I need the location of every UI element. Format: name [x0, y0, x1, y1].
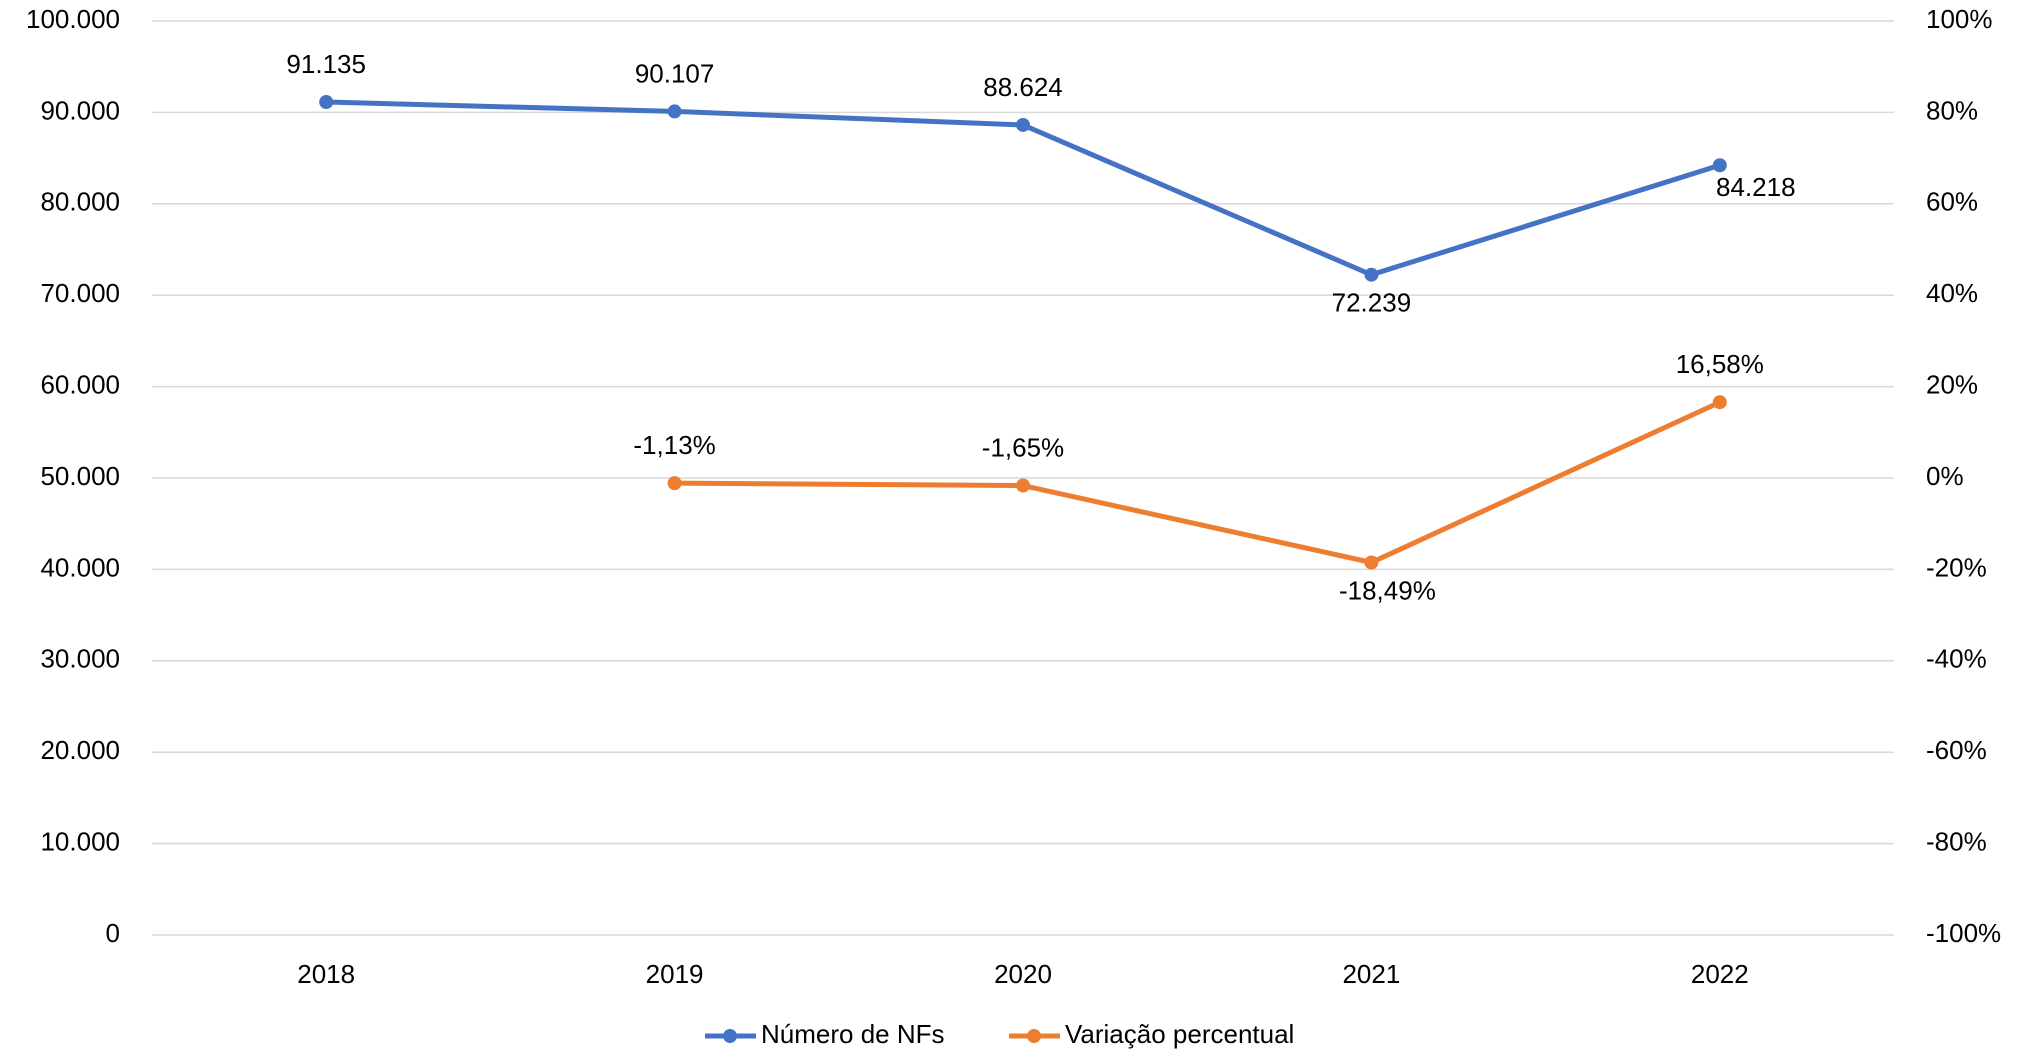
data-label: 16,58% [1676, 349, 1764, 379]
y2-tick-label: 60% [1926, 187, 1978, 217]
y-tick-label: 40.000 [40, 552, 120, 582]
x-tick-label: 2021 [1342, 959, 1400, 989]
y2-tick-label: -80% [1926, 826, 1987, 856]
data-point [1016, 117, 1030, 132]
y2-tick-label: -100% [1926, 918, 2001, 948]
data-label: 88.624 [983, 72, 1063, 102]
data-point [1364, 555, 1379, 570]
y2-tick-label: 20% [1926, 369, 1978, 399]
x-tick-label: 2019 [646, 959, 704, 989]
data-point [1712, 158, 1727, 173]
y-tick-label: 60.000 [40, 369, 120, 399]
y-tick-label: 10.000 [40, 826, 120, 856]
data-point [1016, 478, 1030, 493]
x-tick-label: 2022 [1691, 959, 1749, 989]
y2-tick-label: -60% [1926, 735, 1987, 765]
data-point [667, 476, 682, 491]
y2-tick-label: 0% [1926, 461, 1964, 491]
y2-tick-label: 80% [1926, 95, 1978, 125]
data-point [1364, 267, 1379, 282]
data-label: -1,65% [982, 432, 1064, 462]
legend-marker [723, 1029, 737, 1043]
data-label: 91.135 [286, 49, 366, 79]
y-tick-label: 80.000 [40, 187, 120, 217]
legend-marker [1027, 1029, 1041, 1043]
data-label: -18,49% [1339, 575, 1436, 605]
data-label: 84.218 [1716, 172, 1796, 202]
series-line [674, 399, 1721, 565]
y2-tick-label: 40% [1926, 278, 1978, 308]
y2-tick-label: 100% [1926, 4, 1993, 34]
y-tick-label: 20.000 [40, 735, 120, 765]
y2-tick-label: -40% [1926, 644, 1987, 674]
y-tick-label: 70.000 [40, 278, 120, 308]
y-tick-label: 50.000 [40, 461, 120, 491]
x-tick-label: 2018 [297, 959, 355, 989]
y-tick-label: 30.000 [40, 644, 120, 674]
x-tick-label: 2020 [994, 959, 1052, 989]
data-point [667, 104, 682, 119]
data-label: -1,13% [633, 430, 715, 460]
data-point [319, 95, 334, 110]
data-label: 90.107 [635, 58, 715, 88]
y-tick-label: 100.000 [26, 4, 120, 34]
data-point [1712, 395, 1727, 410]
data-label: 72.239 [1332, 288, 1412, 318]
y-tick-label: 0 [106, 918, 120, 948]
legend-label: Variação percentual [1065, 1019, 1294, 1049]
legend-label: Número de NFs [761, 1019, 945, 1049]
y-tick-label: 90.000 [40, 95, 120, 125]
y2-tick-label: -20% [1926, 552, 1987, 582]
